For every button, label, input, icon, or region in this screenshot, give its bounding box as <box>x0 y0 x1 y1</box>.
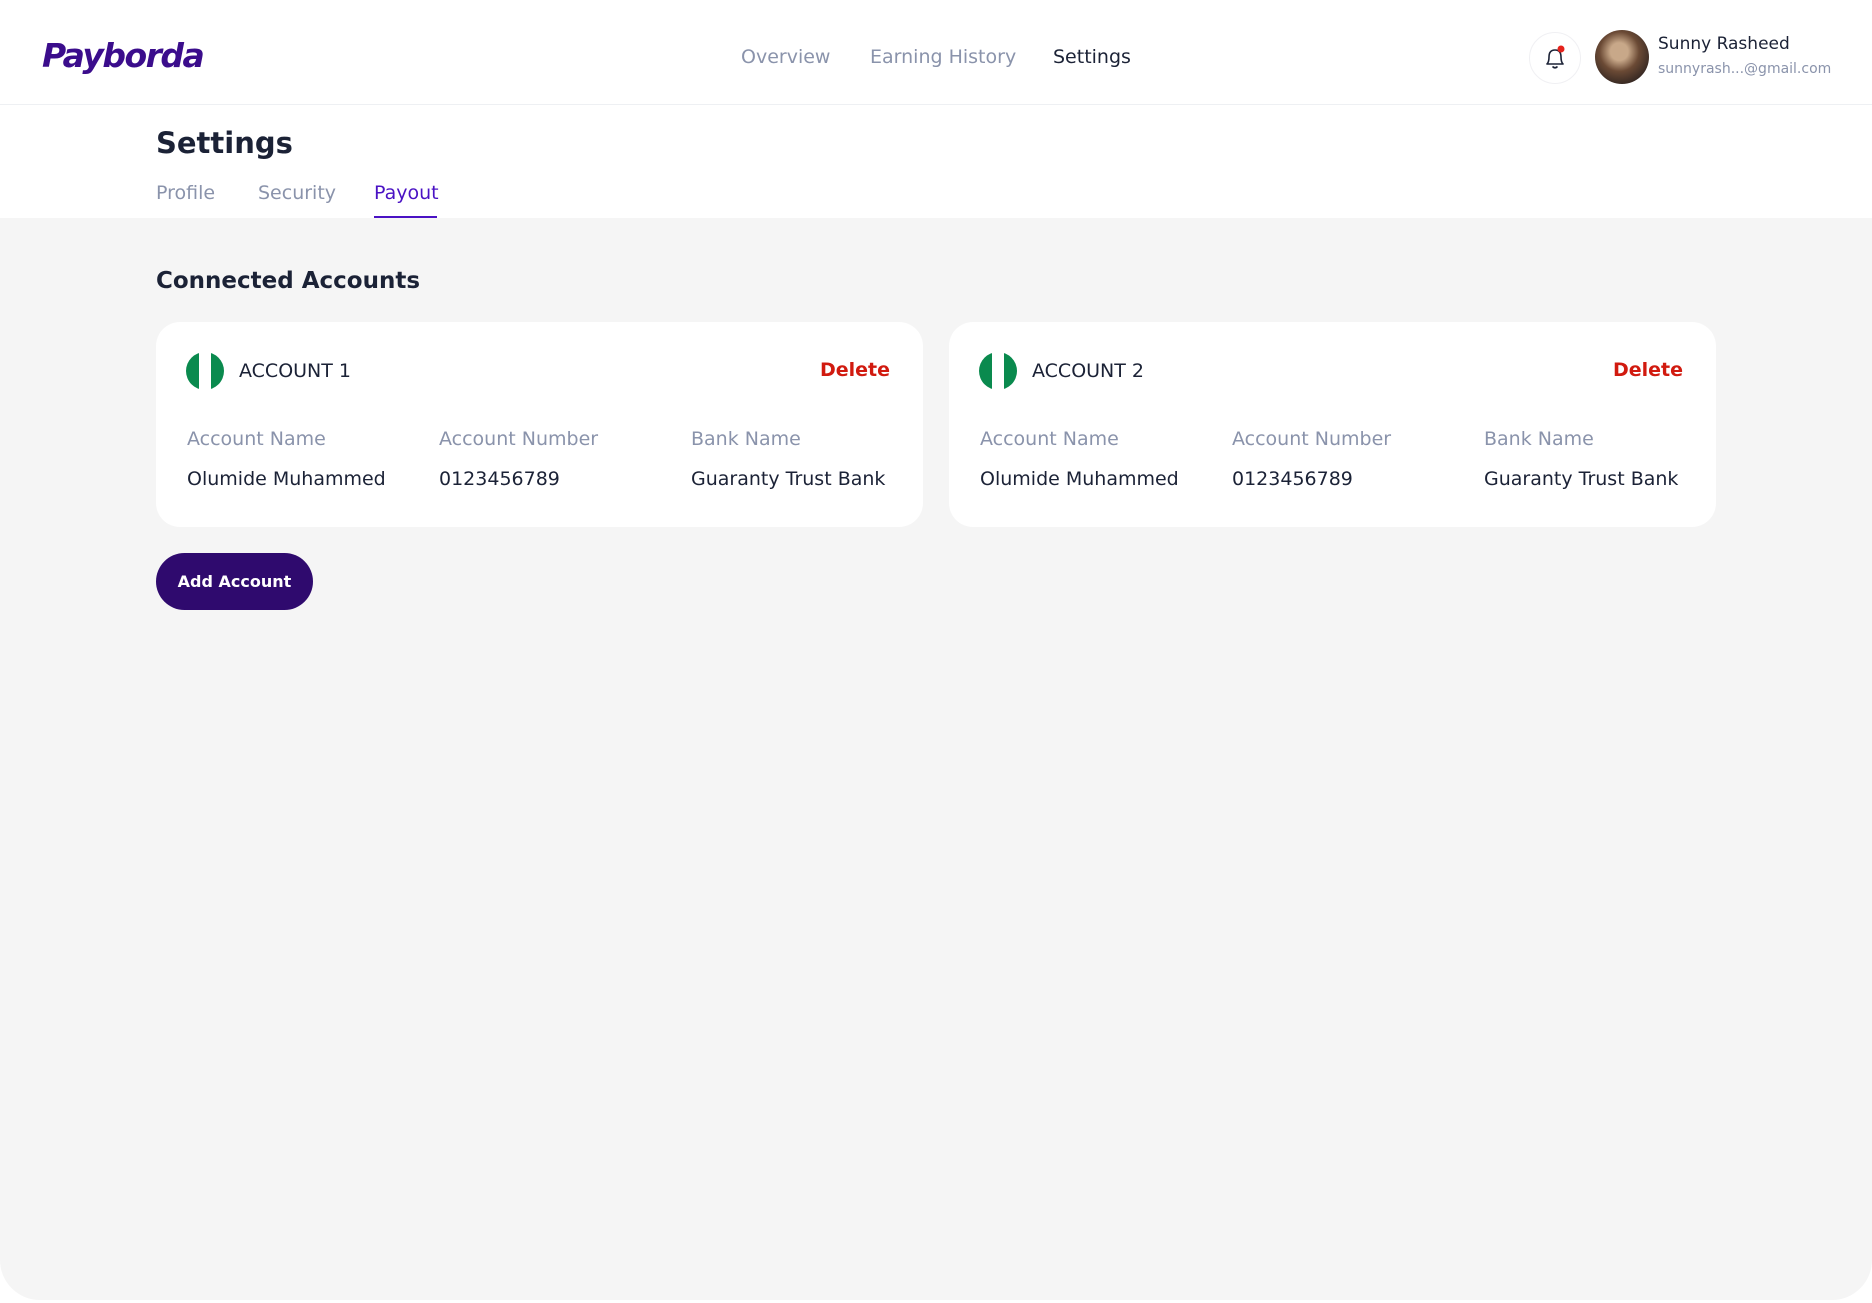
field-label: Account Number <box>439 428 599 450</box>
tab[interactable]: Security <box>258 182 337 204</box>
user-name: Sunny Rasheed <box>1658 34 1790 54</box>
field-label: Account Number <box>1232 428 1392 450</box>
delete-button[interactable]: Delete <box>1612 359 1683 381</box>
account-title: ACCOUNT 1 <box>239 360 352 382</box>
nav-link[interactable]: Settings <box>1053 46 1131 68</box>
delete-button[interactable]: Delete <box>819 359 890 381</box>
tab[interactable]: Profile <box>156 182 216 204</box>
avatar[interactable] <box>1595 30 1649 84</box>
field-value: 0123456789 <box>439 468 560 490</box>
logo[interactable]: Payborda <box>42 36 205 75</box>
field-label: Bank Name <box>691 428 801 450</box>
nigeria-flag <box>186 352 224 390</box>
page-title: Settings <box>156 126 293 160</box>
nav-link[interactable]: Overview <box>741 46 831 68</box>
field-label: Account Name <box>980 428 1119 450</box>
field-value: Guaranty Trust Bank <box>691 468 886 490</box>
bell-icon <box>1546 45 1565 69</box>
section-title: Connected Accounts <box>156 268 421 294</box>
user-email: sunnyrash...@gmail.com <box>1658 61 1832 77</box>
flag-icon <box>979 352 1017 394</box>
account-title: ACCOUNT 2 <box>1032 360 1145 382</box>
field-value: Olumide Muhammed <box>187 468 386 490</box>
field-label: Account Name <box>187 428 326 450</box>
tab-underline <box>374 216 437 218</box>
nav-link[interactable]: Earning History <box>870 46 1017 68</box>
account-card: ACCOUNT 2 Delete Account Name Olumide Muham… <box>949 322 1716 527</box>
field-value: 0123456789 <box>1232 468 1353 490</box>
tab[interactable]: Payout <box>374 182 439 204</box>
nigeria-flag <box>979 352 1017 390</box>
field-label: Bank Name <box>1484 428 1594 450</box>
flag-icon <box>186 352 224 394</box>
add-account-button[interactable]: Add Account <box>156 553 313 610</box>
top-bar: Payborda Overview Earning History Settin… <box>0 0 1872 105</box>
account-card: ACCOUNT 1 Delete Account Name Olumide Muham… <box>156 322 923 527</box>
field-value: Olumide Muhammed <box>980 468 1179 490</box>
settings-header <box>0 105 1872 218</box>
field-value: Guaranty Trust Bank <box>1484 468 1679 490</box>
notification-button[interactable] <box>1529 32 1581 84</box>
